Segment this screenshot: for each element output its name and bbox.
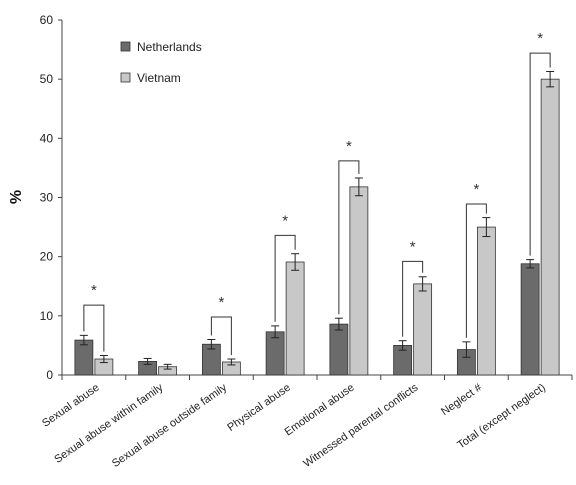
significance-asterisk: * (473, 181, 479, 198)
bar-vietnam (413, 283, 433, 376)
y-tick-label: 50 (40, 72, 54, 86)
significance-bracket: * (465, 181, 487, 338)
error-bar (354, 177, 363, 197)
bar-netherlands (329, 323, 349, 376)
error-bar (291, 253, 300, 271)
significance-asterisk: * (410, 238, 416, 255)
significance-asterisk: * (537, 30, 543, 47)
bar-vietnam (476, 226, 496, 376)
x-category-label: Sexual abuse within family (52, 381, 165, 465)
significance-bracket: * (338, 138, 360, 315)
error-bar (271, 325, 280, 339)
error-bar (398, 340, 407, 351)
y-tick-label: 10 (40, 309, 54, 323)
significance-asterisk: * (346, 138, 352, 155)
y-tick-label: 20 (40, 250, 54, 264)
significance-bracket: * (83, 282, 105, 352)
error-bar (99, 354, 108, 364)
legend: Netherlands Vietnam (120, 40, 202, 85)
error-bar (143, 357, 152, 365)
x-category-label: Witnessed parental conflicts (301, 381, 420, 470)
legend-swatch (120, 72, 131, 83)
bar-netherlands (265, 331, 285, 376)
x-category-label: Sexual abuse outside family (110, 381, 229, 470)
significance-markers: * * * * * * * (83, 30, 551, 356)
error-bar (462, 341, 471, 358)
significance-bracket: * (210, 294, 232, 356)
error-bar (334, 317, 343, 331)
error-bar (227, 358, 236, 366)
legend-label: Netherlands (137, 40, 202, 54)
x-category-label: Sexual abuse (40, 382, 101, 430)
error-bar (482, 217, 491, 238)
error-bar (207, 339, 216, 350)
legend-swatch (120, 41, 131, 52)
error-bar (79, 334, 88, 346)
error-bar (526, 259, 535, 269)
significance-bracket: * (402, 238, 424, 337)
error-bar (546, 70, 555, 88)
x-category-label: Physical abuse (225, 382, 293, 434)
y-tick-label: 0 (46, 368, 53, 382)
y-axis-title: % (8, 190, 25, 204)
error-bar (418, 276, 427, 292)
x-category-label: Neglect # (439, 381, 485, 418)
bar-vietnam (349, 186, 369, 376)
significance-bracket: * (274, 212, 296, 322)
bars (74, 70, 560, 376)
significance-asterisk: * (282, 212, 288, 229)
y-tick-label: 40 (40, 131, 54, 145)
y-tick-label: 30 (40, 191, 54, 205)
significance-bracket: * (529, 30, 551, 256)
bar-vietnam (285, 261, 305, 376)
significance-asterisk: * (218, 294, 224, 311)
significance-asterisk: * (91, 282, 97, 299)
error-bar (163, 363, 172, 370)
y-tick-label: 60 (40, 13, 54, 27)
bar-netherlands (520, 263, 540, 376)
bar-vietnam (540, 78, 560, 376)
bar-netherlands (74, 339, 94, 376)
legend-label: Vietnam (137, 71, 181, 85)
